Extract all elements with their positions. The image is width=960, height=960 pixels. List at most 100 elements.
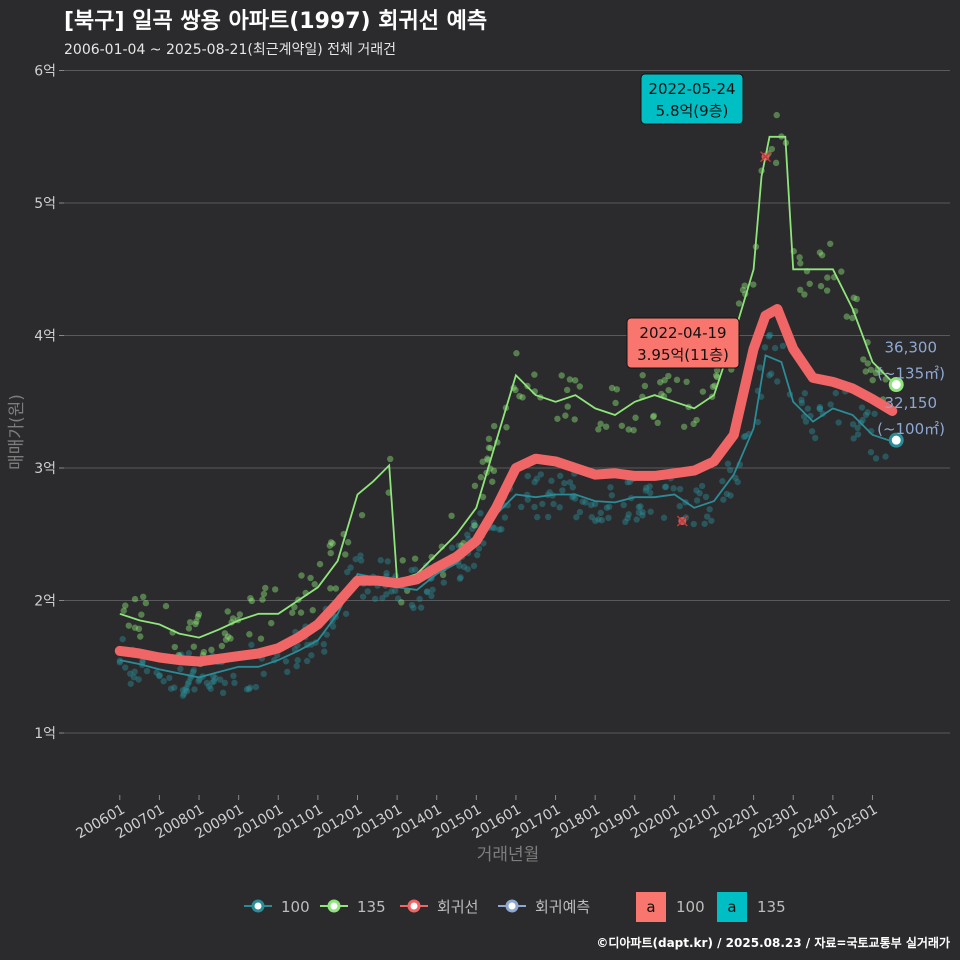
- scatter-point-100: [470, 519, 478, 526]
- scatter-point-100: [871, 410, 878, 417]
- scatter-point-100: [383, 591, 390, 598]
- scatter-point-135: [519, 394, 526, 401]
- legend-label: 100: [281, 898, 310, 916]
- scatter-point-135: [513, 350, 520, 357]
- scatter-point-100: [605, 514, 612, 522]
- scatter-point-100: [620, 501, 627, 509]
- scatter-point-135: [316, 560, 324, 568]
- scatter-point-100: [524, 496, 531, 503]
- scatter-point-100: [698, 482, 706, 490]
- scatter-point-135: [271, 586, 279, 593]
- scatter-point-135: [658, 390, 665, 398]
- series-line-135: [119, 135, 893, 639]
- scatter-point-135: [327, 549, 334, 557]
- scatter-point-100: [209, 679, 216, 686]
- scatter-point-100: [832, 389, 839, 397]
- scatter-point-100: [284, 668, 291, 676]
- scatter-point-135: [823, 287, 831, 294]
- scatter-point-135: [850, 294, 857, 301]
- scatter-point-100: [245, 685, 253, 693]
- scatter-point-135: [190, 643, 198, 650]
- scatter-point-100: [429, 586, 436, 593]
- scatter-point-100: [416, 595, 423, 603]
- scatter-point-100: [155, 672, 163, 680]
- scatter-point-135: [479, 493, 487, 501]
- prediction-point: [888, 432, 904, 448]
- scatter-point-100: [606, 503, 613, 510]
- scatter-point-100: [706, 506, 713, 513]
- scatter-point-135: [562, 412, 569, 419]
- scatter-point-100: [342, 610, 350, 617]
- scatter-point-100: [517, 503, 525, 511]
- scatter-point-135: [224, 633, 232, 640]
- scatter-point-135: [477, 474, 485, 481]
- scatter-point-135: [608, 384, 616, 392]
- scatter-point-135: [399, 557, 406, 564]
- scatter-point-100: [561, 479, 568, 487]
- scatter-point-100: [734, 478, 741, 486]
- scatter-point-135: [248, 597, 256, 605]
- scatter-point-100: [647, 489, 654, 497]
- legend-label: 135: [357, 898, 386, 916]
- scatter-point-100: [569, 484, 577, 491]
- scatter-point-135: [236, 611, 244, 618]
- scatter-point-135: [613, 386, 621, 393]
- scatter-point-100: [171, 684, 178, 691]
- scatter-point-135: [680, 423, 688, 430]
- scatter-point-135: [554, 415, 561, 422]
- scatter-point-100: [802, 418, 810, 425]
- scatter-point-100: [464, 565, 471, 573]
- scatter-point-100: [379, 594, 386, 602]
- scatter-point-135: [162, 602, 170, 610]
- legend-point-key: [251, 899, 265, 913]
- y-axis-title: 매매가(원): [7, 394, 27, 470]
- scatter-point-135: [824, 274, 831, 281]
- special-points: [676, 151, 772, 527]
- scatter-point-135: [332, 585, 340, 592]
- scatter-point-135: [566, 376, 574, 383]
- scatter-point-135: [818, 251, 826, 259]
- scatter-point-135: [386, 455, 394, 463]
- legend-label: 회귀선: [437, 898, 478, 916]
- scatter-point-100: [456, 562, 463, 569]
- scatter-point-135: [867, 366, 875, 374]
- y-axis-ticks: 1억 2억 3억 4억 5억 6억: [34, 64, 64, 742]
- scatter-point-100: [639, 508, 646, 516]
- scatter-point-135: [257, 635, 265, 642]
- scatter-point-100: [591, 500, 599, 508]
- scatter-point-135: [797, 286, 804, 294]
- scatter-point-100: [622, 518, 629, 526]
- scatter-point-100: [740, 433, 748, 441]
- scatter-point-100: [732, 474, 739, 482]
- scatter-point-135: [171, 643, 178, 651]
- scatter-point-135: [485, 444, 493, 451]
- scatter-point-100: [571, 495, 579, 502]
- scatter-point-100: [872, 455, 880, 462]
- scatter-point-100: [696, 490, 703, 497]
- scatter-point-135: [531, 371, 538, 378]
- scatter-point-100: [472, 522, 479, 529]
- scatter-point-135: [327, 585, 334, 592]
- scatter-point-135: [448, 512, 455, 520]
- chart-caption: ©디아파트(dapt.kr) / 2025.08.23 / 자료=국토교통부 실…: [596, 935, 950, 950]
- scatter-point-135: [439, 571, 447, 579]
- scatter-point-100: [624, 514, 631, 522]
- scatter-point-135: [490, 467, 498, 475]
- prediction-value: 32,150: [885, 394, 938, 412]
- scatter-point-135: [872, 369, 880, 377]
- scatter-point-100: [703, 513, 711, 520]
- scatter-point-135: [192, 620, 199, 628]
- scatter-point-135: [650, 413, 657, 421]
- legend-label: 회귀예측: [535, 898, 590, 916]
- highlight-label: 2022-04-19 3.95억(11층): [626, 317, 740, 369]
- scatter-point-100: [408, 601, 416, 609]
- scatter-point-135: [843, 313, 850, 320]
- scatter-point-135: [750, 281, 757, 288]
- legend-fill-label: 135: [757, 898, 786, 916]
- scatter-point-100: [303, 657, 311, 665]
- scatter-point-100: [639, 512, 646, 519]
- scatter-point-135: [326, 542, 334, 549]
- scatter-point-135: [768, 145, 776, 153]
- scatter-point-135: [773, 111, 780, 119]
